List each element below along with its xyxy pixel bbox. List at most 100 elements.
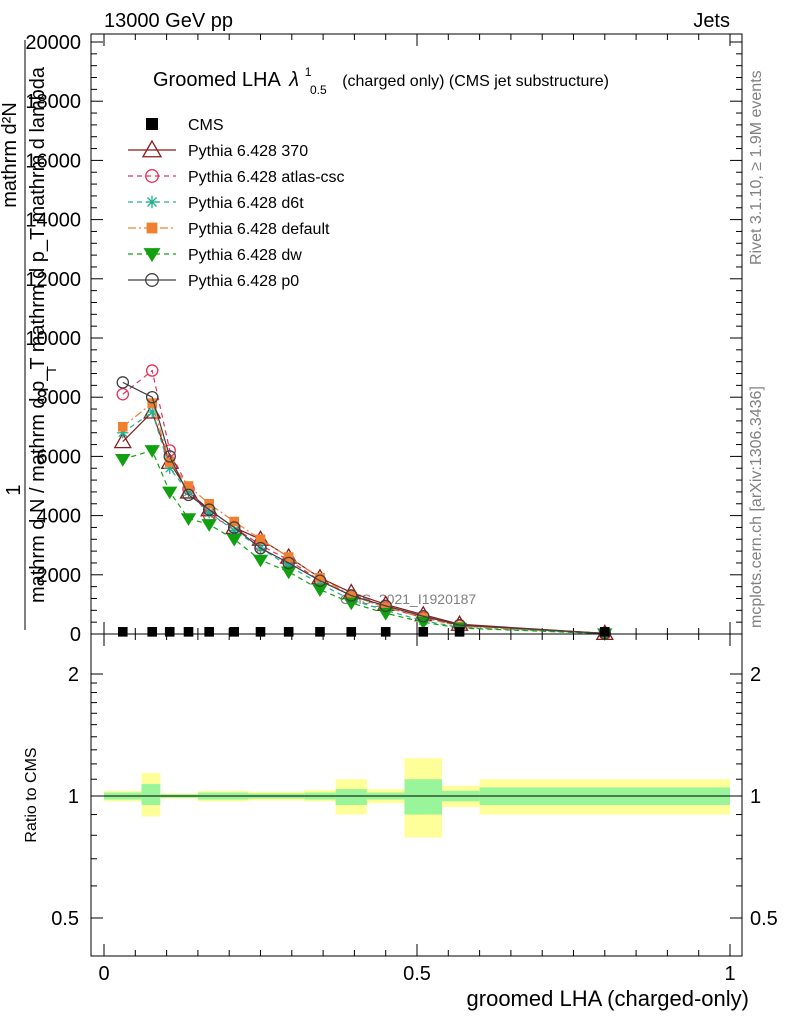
ratio-inner-band <box>335 789 367 806</box>
ratio-inner-band <box>404 779 443 815</box>
main-plot-panel: 0 2000 4000 6000 8000 10000 12000 14000 16000 180… <box>0 32 743 646</box>
legend-item-pythia-6-428-atlas-csc: Pythia 6.428 atlas-csc <box>128 169 345 186</box>
x-tick-label: 1 <box>724 963 735 985</box>
series-point-pythia-6-428-p0 <box>254 541 267 555</box>
legend-label: CMS <box>188 117 224 134</box>
series-point-pythia-6-428-default <box>380 602 391 613</box>
series-line-pythia-6-428-default <box>122 402 605 635</box>
series-point-pythia-6-428-p0 <box>116 376 130 389</box>
series-line-pythia-6-428-dw <box>122 449 605 635</box>
series-point-pythia-6-428-dw <box>115 454 131 467</box>
main-y-axis: 0 2000 4000 6000 8000 10000 12000 14000 16000 180… <box>25 32 742 646</box>
legend-label: Pythia 6.428 370 <box>188 143 308 160</box>
y-label-denominator: mathrm d N / mathrm d p_T mathrm d p_T m… <box>27 66 49 603</box>
series-point-pythia-6-428-p0 <box>145 390 159 404</box>
series-point-pythia-6-428-p0 <box>227 521 241 534</box>
legend-marker-swatch <box>143 248 161 263</box>
x-axis-label: groomed LHA (charged-only) <box>467 986 749 1011</box>
legend-marker-swatch <box>145 169 159 183</box>
ratio-y-tick-label-right: 2 <box>750 664 761 686</box>
legend-marker-swatch <box>146 118 158 130</box>
y-tick-label: 8000 <box>37 387 82 409</box>
mcplots-reference-label: mcplots.cern.ch [arXiv:1306.3436] <box>748 386 765 628</box>
ratio-y-tick-label-right: 1 <box>750 786 761 808</box>
legend-marker-swatch <box>146 222 158 234</box>
series-point-pythia-6-428-p0 <box>313 574 327 587</box>
legend-marker-swatch <box>145 273 159 287</box>
series-point-pythia-6-428-p0 <box>163 450 176 463</box>
series-point-pythia-6-428-p0 <box>379 599 392 613</box>
cms-data-point <box>315 627 325 637</box>
series-point-pythia-6-428-d6t <box>146 406 158 418</box>
y-label-numerator: mathrm d²N <box>0 102 21 208</box>
cms-data-point <box>380 627 391 637</box>
series-point-pythia-6-428-dw <box>201 519 217 532</box>
cms-data-point <box>346 627 357 637</box>
series-point-pythia-6-428-d6t <box>283 560 295 572</box>
main-title: Groomed LHA λ 1 0.5 (charged only) (CMS … <box>153 59 609 99</box>
legend-item-pythia-6-428-p0: Pythia 6.428 p0 <box>128 273 299 290</box>
legend-item-pythia-6-428-default: Pythia 6.428 default <box>128 221 330 238</box>
ratio-uncertainty-bands <box>104 758 730 838</box>
cms-data-point <box>183 627 194 637</box>
ratio-y-tick-label: 2 <box>68 664 79 686</box>
y-tick-label: 4000 <box>37 506 82 528</box>
series-point-pythia-6-428-p0 <box>282 556 295 570</box>
cms-data-point <box>255 627 266 637</box>
ratio-x-axis: 0 0.5 1 <box>98 634 736 985</box>
header-energy-label: 13000 GeV pp <box>104 10 233 32</box>
y-tick-label: 12000 <box>25 269 81 291</box>
series-point-pythia-6-428-default <box>117 422 128 432</box>
cms-data-point <box>418 627 429 637</box>
series-line-pythia-6-428-atlas-csc <box>122 369 605 635</box>
legend-marker-swatch <box>141 139 163 158</box>
series-line-pythia-6-428-p0 <box>122 381 605 635</box>
legend-marker-swatch <box>145 195 159 209</box>
cms-data-point <box>117 627 128 637</box>
y-tick-label: 14000 <box>25 210 81 232</box>
main-y-axis-label: 1 mathrm d²N mathrm d N / mathrm d p_T m… <box>0 40 59 630</box>
series-point-pythia-6-428-dw <box>144 445 160 458</box>
cms-data-point <box>164 627 175 637</box>
x-tick-label: 0.5 <box>403 963 431 985</box>
legend-item-pythia-6-428-370: Pythia 6.428 370 <box>128 139 308 160</box>
series-point-pythia-6-428-dw <box>180 513 197 526</box>
legend-item-pythia-6-428-dw: Pythia 6.428 dw <box>128 247 302 264</box>
cms-data-points <box>117 627 610 637</box>
ratio-y-tick-label: 0.5 <box>51 908 79 930</box>
y-label-numerator-one: 1 <box>3 484 25 495</box>
legend-label: Pythia 6.428 atlas-csc <box>188 169 345 186</box>
ratio-y-axis-label: Ratio to CMS <box>23 747 40 842</box>
legend-item-cms: CMS <box>146 117 224 134</box>
series-point-pythia-6-428-p0 <box>345 589 358 602</box>
series-point-pythia-6-428-d6t <box>182 486 195 498</box>
series-point-pythia-6-428-p0 <box>182 488 195 502</box>
series-point-pythia-6-428-d6t <box>314 578 326 590</box>
series-point-pythia-6-428-d6t <box>117 427 129 439</box>
series-point-pythia-6-428-dw <box>343 597 359 611</box>
rivet-version-label: Rivet 3.1.10, ≥ 1.9M events <box>748 70 765 265</box>
series-point-pythia-6-428-atlas-csc <box>145 364 159 377</box>
y-tick-label: 18000 <box>25 91 81 113</box>
x-tick-label: 0 <box>98 963 109 985</box>
series-point-pythia-6-428-dw <box>378 607 394 621</box>
legend: CMS Pythia 6.428 370 Pythia 6.428 atlas-cs… <box>128 117 345 290</box>
y-tick-label: 6000 <box>37 446 82 468</box>
legend-label: Pythia 6.428 p0 <box>188 273 299 290</box>
legend-label: Pythia 6.428 dw <box>188 247 302 264</box>
series-point-pythia-6-428-p0 <box>417 609 430 623</box>
cms-data-point <box>147 627 158 637</box>
y-tick-label: 10000 <box>25 328 81 350</box>
ratio-plot-panel: 0.5 0.5 1 1 2 2 0 0.5 1 Ratio to CMS groomed LH… <box>23 633 778 1011</box>
series-point-pythia-6-428-d6t <box>228 524 240 536</box>
series-point-pythia-6-428-default <box>255 534 266 545</box>
legend-item-pythia-6-428-d6t: Pythia 6.428 d6t <box>128 195 304 212</box>
ratio-inner-band <box>141 784 161 806</box>
legend-label: Pythia 6.428 default <box>188 221 330 238</box>
series-point-pythia-6-428-d6t <box>164 462 176 474</box>
y-tick-label: 2000 <box>37 565 82 587</box>
series-point-pythia-6-428-dw <box>280 566 297 580</box>
series-point-pythia-6-428-p0 <box>202 503 216 516</box>
cms-data-point <box>454 627 465 637</box>
